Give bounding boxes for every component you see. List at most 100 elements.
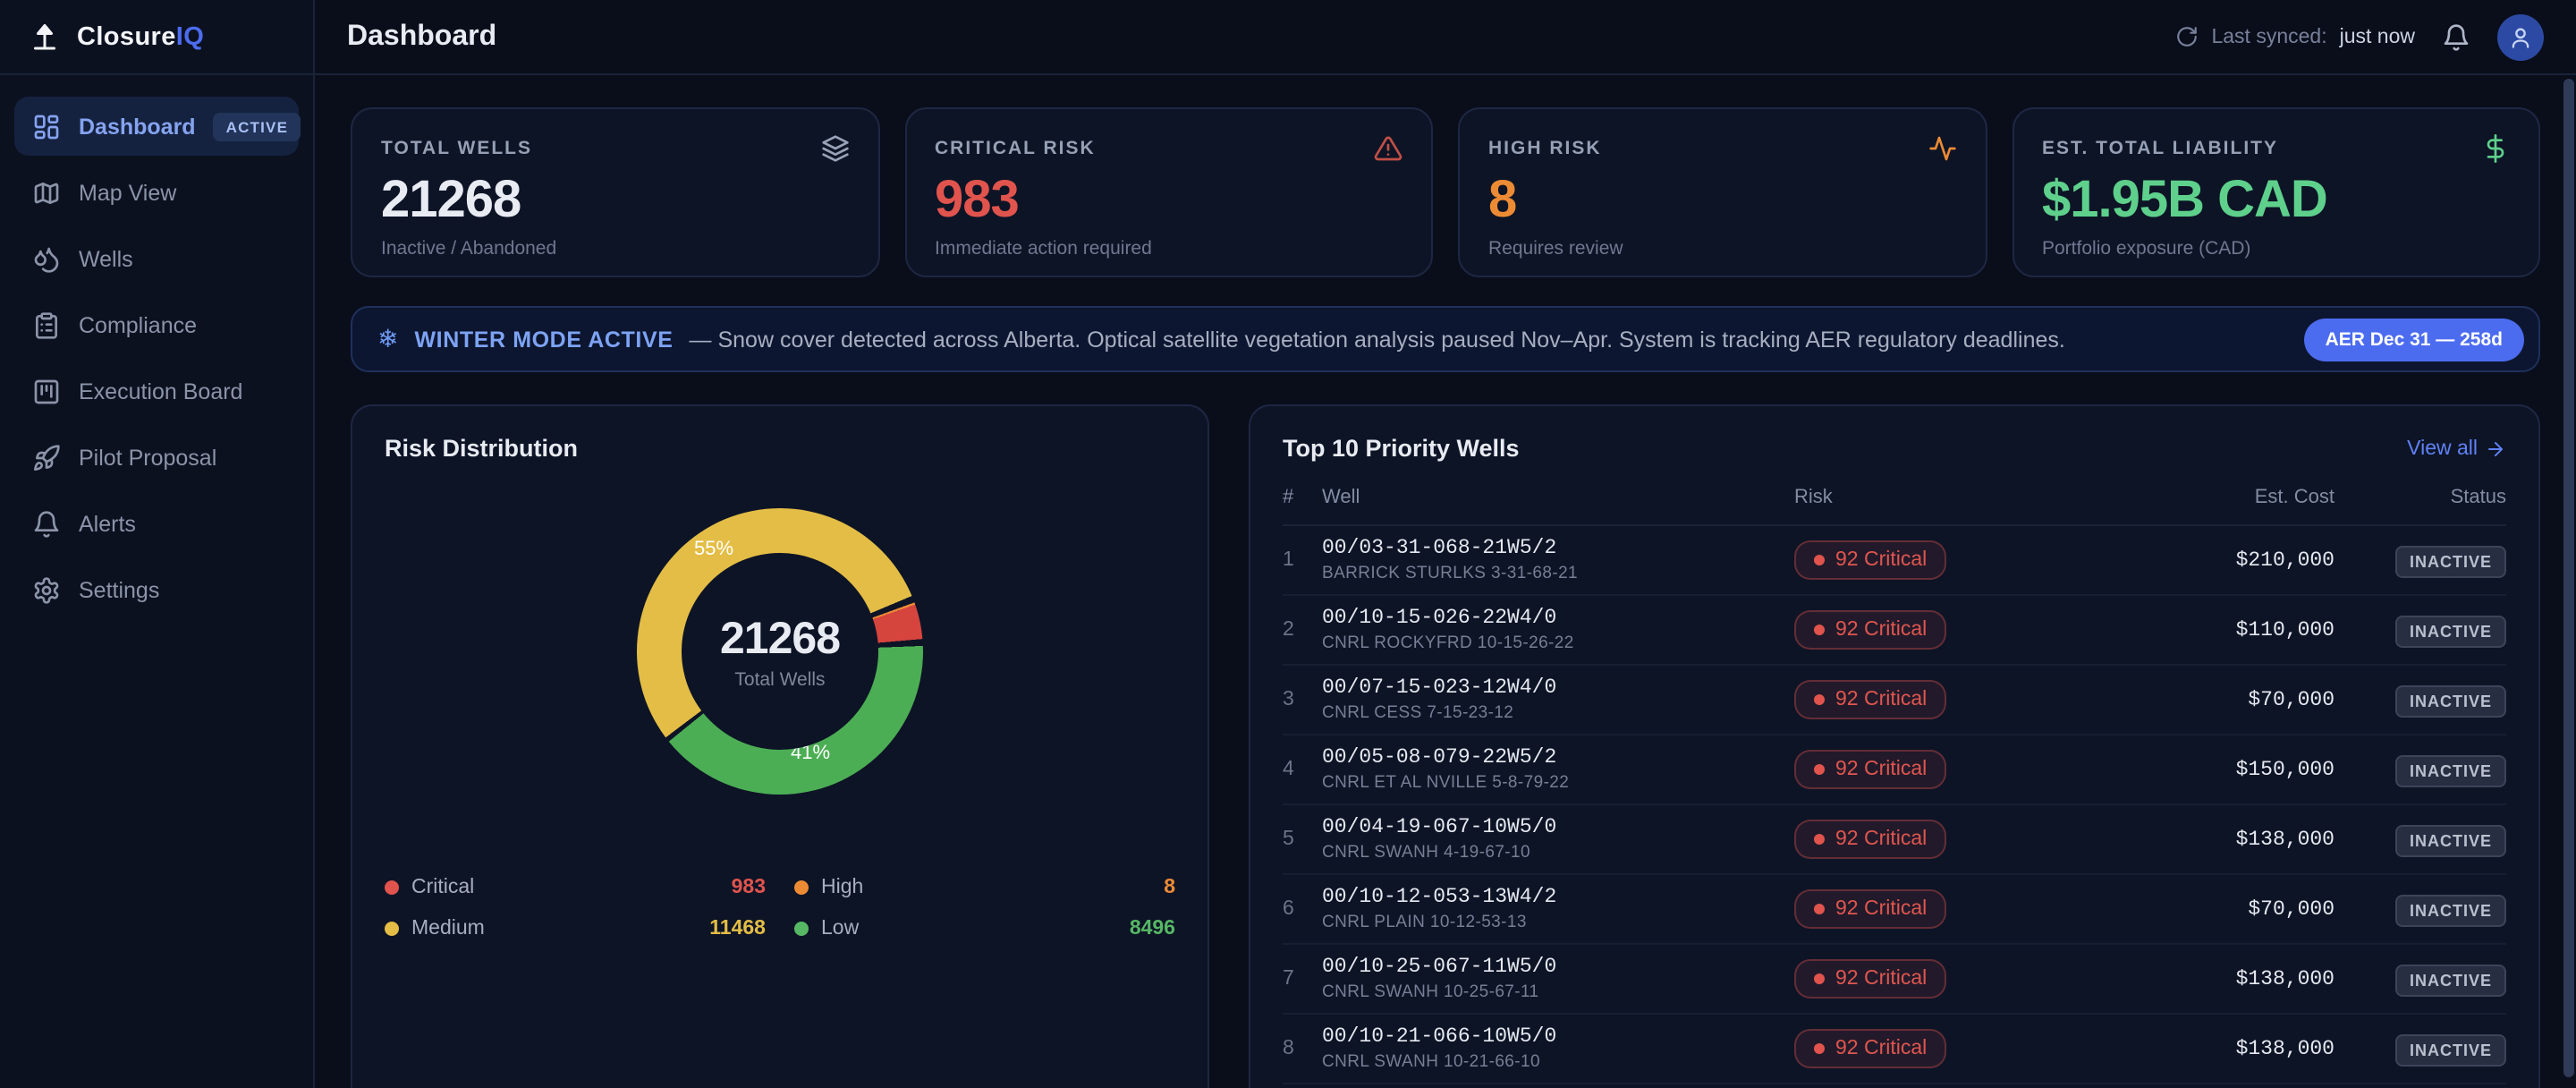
well-id: 00/10-21-066-10W5/0 xyxy=(1322,1025,1557,1049)
risk-cell: 92 Critical xyxy=(1794,680,2098,719)
sidebar-item-dashboard[interactable]: Dashboard ACTIVE xyxy=(14,97,301,156)
risk-badge: 92 Critical xyxy=(1794,680,1947,719)
well-id: 00/03-31-068-21W5/2 xyxy=(1322,537,1557,560)
card-label: EST. TOTAL LIABILITY xyxy=(2042,138,2279,159)
dashboard-panels: Risk Distribution 55% 41% 21268 Total We… xyxy=(351,404,2540,1088)
well-row-1[interactable]: 1 00/03-31-068-21W5/2 BARRICK STURLKS 3-31… xyxy=(1283,526,2506,596)
sidebar-item-label: Dashboard xyxy=(79,114,196,139)
sidebar-item-wells[interactable]: Wells xyxy=(14,229,299,288)
user-avatar[interactable] xyxy=(2497,13,2544,60)
view-all-link[interactable]: View all xyxy=(2407,438,2506,459)
sidebar-item-compliance[interactable]: Compliance xyxy=(14,295,299,354)
sidebar-item-map-view[interactable]: Map View xyxy=(14,163,299,222)
top-bar: Dashboard Last synced: just now xyxy=(315,0,2576,75)
donut-center: 21268 Total Wells xyxy=(682,553,878,750)
risk-cell: 92 Critical xyxy=(1794,959,2098,999)
well-name: CNRL SWANH 4-19-67-10 xyxy=(1322,843,1530,863)
legend-label: Medium xyxy=(411,918,485,939)
well-cell: 00/07-15-023-12W4/0 CNRL CESS 7-15-23-12 xyxy=(1322,676,1794,723)
risk-badge: 92 Critical xyxy=(1794,750,1947,789)
well-row-8[interactable]: 8 00/10-21-066-10W5/0 CNRL SWANH 10-21-66-… xyxy=(1283,1015,2506,1084)
page-title: Dashboard xyxy=(347,21,497,51)
legend-label: Critical xyxy=(411,877,475,898)
card-value: 21268 xyxy=(381,172,521,229)
risk-cell: 92 Critical xyxy=(1794,1029,2098,1068)
status-badge: INACTIVE xyxy=(2394,824,2506,856)
priority-wells-panel: Top 10 Priority Wells View all # Well Ri… xyxy=(1249,404,2540,1088)
stat-cards: TOTAL WELLS 21268 Inactive / Abandoned CRIT… xyxy=(351,107,2540,277)
droplets-icon xyxy=(32,244,61,273)
status-badge: INACTIVE xyxy=(2394,615,2506,647)
estimated-cost: $138,000 xyxy=(2235,967,2334,990)
wells-table-body: 1 00/03-31-068-21W5/2 BARRICK STURLKS 3-31… xyxy=(1283,526,2506,1088)
legend-value: 11468 xyxy=(709,918,766,939)
well-row-3[interactable]: 3 00/07-15-023-12W4/0 CNRL CESS 7-15-23-12… xyxy=(1283,666,2506,735)
refresh-icon[interactable] xyxy=(2175,25,2199,48)
well-id: 00/10-25-067-11W5/0 xyxy=(1322,956,1557,979)
sidebar-nav: Dashboard ACTIVE Map View Wells Compliance Ex… xyxy=(0,75,313,641)
sidebar-item-pilot-proposal[interactable]: Pilot Proposal xyxy=(14,428,299,487)
legend-dot xyxy=(794,922,809,936)
row-number: 5 xyxy=(1283,829,1294,850)
well-id: 00/10-15-026-22W4/0 xyxy=(1322,607,1557,630)
status-badge: INACTIVE xyxy=(2394,684,2506,717)
well-name: CNRL SWANH 10-25-67-11 xyxy=(1322,982,1539,1002)
top-bar-actions: Last synced: just now xyxy=(2175,13,2544,60)
well-row-5[interactable]: 5 00/04-19-067-10W5/0 CNRL SWANH 4-19-67-1… xyxy=(1283,805,2506,875)
card-subtext: Requires review xyxy=(1488,238,1623,259)
well-id: 00/10-12-053-13W4/2 xyxy=(1322,886,1557,909)
notifications-bell-icon[interactable] xyxy=(2442,22,2470,51)
well-id: 00/04-19-067-10W5/0 xyxy=(1322,816,1557,839)
card-value: 8 xyxy=(1488,172,1517,229)
map-icon xyxy=(32,178,61,207)
layout-dashboard-icon xyxy=(32,112,61,140)
row-number: 3 xyxy=(1283,689,1294,710)
risk-badge: 92 Critical xyxy=(1794,889,1947,929)
legend-value: 8496 xyxy=(1129,918,1175,939)
well-id: 00/05-08-079-22W5/2 xyxy=(1322,746,1557,769)
legend-item-medium: Medium 11468 xyxy=(385,918,766,939)
risk-donut-chart: 55% 41% 21268 Total Wells xyxy=(637,508,923,795)
sidebar-item-execution-board[interactable]: Execution Board xyxy=(14,361,299,421)
legend-label: High xyxy=(821,877,864,898)
card-subtext: Inactive / Abandoned xyxy=(381,238,557,259)
estimated-cost: $70,000 xyxy=(2248,688,2334,711)
sidebar-item-label: Execution Board xyxy=(79,378,243,404)
status-badge: INACTIVE xyxy=(2394,545,2506,577)
risk-score: 92 Critical xyxy=(1835,968,1928,990)
card-label: CRITICAL RISK xyxy=(935,138,1096,159)
risk-badge: 92 Critical xyxy=(1794,820,1947,859)
well-cell: 00/10-15-026-22W4/0 CNRL ROCKYFRD 10-15-2… xyxy=(1322,607,1794,653)
scrollbar[interactable] xyxy=(2562,75,2576,1088)
risk-panel-title: Risk Distribution xyxy=(385,435,579,462)
well-row-7[interactable]: 7 00/10-25-067-11W5/0 CNRL SWANH 10-25-67-… xyxy=(1283,945,2506,1015)
stat-card-est-total-liability: EST. TOTAL LIABILITY $1.95B CAD Portfolio … xyxy=(2012,107,2540,277)
well-name: CNRL PLAIN 10-12-53-13 xyxy=(1322,913,1527,932)
risk-dot-icon xyxy=(1814,625,1825,635)
active-badge: ACTIVE xyxy=(213,112,301,140)
risk-cell: 92 Critical xyxy=(1794,540,2098,580)
risk-badge: 92 Critical xyxy=(1794,1029,1947,1068)
arrow-right-icon xyxy=(2485,438,2506,459)
sidebar-item-alerts[interactable]: Alerts xyxy=(14,494,299,553)
aer-deadline-badge[interactable]: AER Dec 31 — 258d xyxy=(2303,318,2524,361)
banner-text: — Snow cover detected across Alberta. Op… xyxy=(689,327,2065,352)
sidebar-item-settings[interactable]: Settings xyxy=(14,560,299,619)
well-row-6[interactable]: 6 00/10-12-053-13W4/2 CNRL PLAIN 10-12-53-… xyxy=(1283,875,2506,945)
clipboard-list-icon xyxy=(32,310,61,339)
brand-name: ClosureIQ xyxy=(77,22,205,51)
risk-score: 92 Critical xyxy=(1835,619,1928,641)
risk-score: 92 Critical xyxy=(1835,829,1928,850)
stat-card-total-wells: TOTAL WELLS 21268 Inactive / Abandoned xyxy=(351,107,879,277)
estimated-cost: $210,000 xyxy=(2235,548,2334,572)
last-synced-label: Last synced: xyxy=(2211,26,2327,47)
status-badge: INACTIVE xyxy=(2394,894,2506,926)
well-row-4[interactable]: 4 00/05-08-079-22W5/2 CNRL ET AL NVILLE 5-… xyxy=(1283,735,2506,805)
risk-dot-icon xyxy=(1814,1043,1825,1054)
risk-score: 92 Critical xyxy=(1835,549,1928,571)
well-row-2[interactable]: 2 00/10-15-026-22W4/0 CNRL ROCKYFRD 10-15-… xyxy=(1283,596,2506,666)
risk-score: 92 Critical xyxy=(1835,898,1928,920)
row-number: 2 xyxy=(1283,619,1294,641)
scrollbar-thumb[interactable] xyxy=(2563,79,2574,1077)
